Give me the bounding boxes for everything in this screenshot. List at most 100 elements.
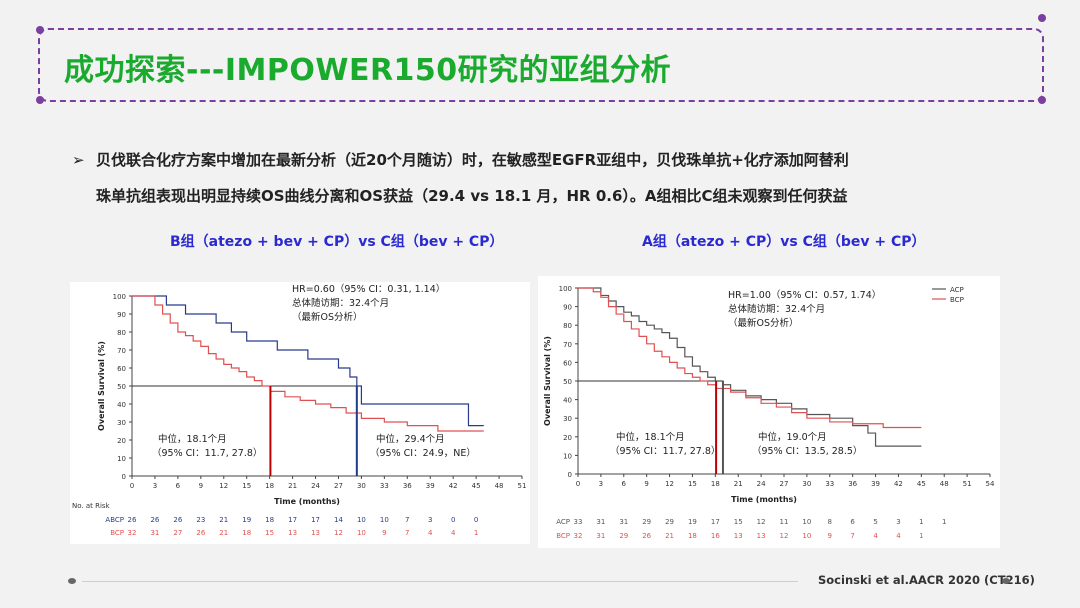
- frame-corner-dot: [1038, 96, 1046, 104]
- y-tick-label: 50: [563, 378, 572, 386]
- risk-cell: 16: [711, 532, 720, 540]
- x-tick-label: 15: [242, 482, 251, 490]
- risk-cell: 19: [242, 516, 251, 524]
- risk-cell: 21: [665, 532, 674, 540]
- x-tick-label: 45: [917, 480, 926, 488]
- risk-cell: 9: [382, 529, 386, 537]
- risk-cell: 12: [334, 529, 343, 537]
- frame-corner-dot: [1038, 14, 1046, 22]
- frame-corner-dot: [36, 26, 44, 34]
- x-tick-label: 9: [644, 480, 648, 488]
- risk-cell: 31: [596, 532, 605, 540]
- risk-cell: 17: [711, 518, 720, 526]
- x-tick-label: 24: [757, 480, 766, 488]
- y-tick-label: 50: [117, 383, 126, 391]
- y-tick-label: 70: [117, 347, 126, 355]
- risk-cell: 29: [665, 518, 674, 526]
- y-tick-label: 40: [563, 397, 572, 405]
- y-tick-label: 100: [113, 293, 126, 301]
- median-label: （95% CI：13.5, 28.5）: [752, 445, 862, 457]
- risk-cell: 29: [642, 518, 651, 526]
- risk-cell: 31: [150, 529, 159, 537]
- x-tick-label: 3: [599, 480, 603, 488]
- risk-cell: 32: [574, 532, 583, 540]
- risk-cell: 1: [919, 532, 923, 540]
- x-tick-label: 6: [622, 480, 627, 488]
- x-tick-label: 30: [357, 482, 366, 490]
- x-tick-label: 12: [219, 482, 228, 490]
- risk-cell: 10: [357, 516, 366, 524]
- frame-corner-dot: [36, 96, 44, 104]
- median-label: 中位，18.1个月: [616, 431, 685, 443]
- risk-table-label: No. at Risk: [72, 502, 111, 510]
- y-tick-label: 0: [122, 473, 126, 481]
- x-tick-label: 45: [472, 482, 481, 490]
- risk-cell: 14: [334, 516, 343, 524]
- risk-cell: 9: [828, 532, 832, 540]
- x-tick-label: 21: [734, 480, 743, 488]
- risk-cell: 10: [802, 518, 811, 526]
- x-tick-label: 51: [518, 482, 527, 490]
- risk-row-name: ACP: [556, 518, 570, 526]
- y-tick-label: 80: [563, 322, 572, 330]
- y-tick-label: 90: [117, 311, 126, 319]
- y-tick-label: 90: [563, 304, 572, 312]
- risk-cell: 26: [173, 516, 182, 524]
- hr-annotation: 总体随访期：32.4个月: [292, 297, 389, 309]
- y-tick-label: 70: [563, 341, 572, 349]
- risk-cell: 3: [896, 518, 900, 526]
- chart-title-right: A组（atezo + CP）vs C组（bev + CP）: [642, 234, 926, 250]
- x-tick-label: 48: [940, 480, 949, 488]
- risk-cell: 26: [642, 532, 651, 540]
- survival-curve-bcp: [132, 295, 484, 432]
- risk-cell: 13: [757, 532, 766, 540]
- risk-cell: 21: [219, 529, 228, 537]
- risk-cell: 10: [380, 516, 389, 524]
- footer-dot-right: [1002, 578, 1010, 584]
- y-tick-label: 100: [559, 285, 572, 293]
- footer-dot-left: [68, 578, 76, 584]
- risk-cell: 27: [173, 529, 182, 537]
- risk-cell: 17: [311, 516, 320, 524]
- km-panel-right: 0 10 20 30 40 50 60 70 80 90 100 0 3 6 9 12 15 18 21 24 27 30…: [538, 276, 1000, 548]
- median-label: 中位，19.0个月: [758, 431, 827, 443]
- hr-annotation: （最新OS分析）: [292, 311, 363, 323]
- x-tick-label: 36: [403, 482, 412, 490]
- risk-cell: 7: [405, 516, 409, 524]
- bullet-text-line-1: 贝伐联合化疗方案中增加在最新分析（近20个月随访）时，在敏感型EGFR亚组中，贝…: [96, 151, 849, 169]
- survival-curve-abcp: [132, 295, 484, 427]
- x-tick-label: 9: [199, 482, 203, 490]
- risk-cell: 12: [780, 532, 789, 540]
- y-tick-label: 80: [117, 329, 126, 337]
- x-tick-label: 0: [130, 482, 134, 490]
- y-tick-label: 40: [117, 401, 126, 409]
- risk-cell: 23: [196, 516, 205, 524]
- median-label: （95% CI：11.7, 27.8）: [610, 445, 720, 457]
- risk-cell: 26: [150, 516, 159, 524]
- median-label: （95% CI：24.9，NE）: [370, 447, 476, 459]
- risk-cell: 0: [474, 516, 478, 524]
- x-tick-label: 18: [265, 482, 274, 490]
- risk-cell: 26: [128, 516, 137, 524]
- y-tick-label: 20: [117, 437, 126, 445]
- x-axis-label: Time (months): [731, 495, 797, 504]
- risk-cell: 26: [196, 529, 205, 537]
- x-tick-label: 12: [665, 480, 674, 488]
- risk-cell: 15: [265, 529, 274, 537]
- risk-row-name: BCP: [556, 532, 570, 540]
- risk-cell: 18: [265, 516, 274, 524]
- x-tick-label: 24: [311, 482, 320, 490]
- hr-annotation: HR=1.00（95% CI：0.57, 1.74）: [728, 289, 881, 301]
- x-tick-label: 30: [802, 480, 811, 488]
- x-tick-label: 21: [288, 482, 297, 490]
- risk-cell: 1: [942, 518, 946, 526]
- median-label: （95% CI：11.7, 27.8）: [152, 447, 262, 459]
- x-tick-label: 39: [871, 480, 880, 488]
- risk-cell: 11: [780, 518, 789, 526]
- median-label: 中位，29.4个月: [376, 433, 445, 445]
- risk-cell: 33: [574, 518, 583, 526]
- legend-entry: BCP: [950, 296, 964, 304]
- y-tick-label: 10: [117, 455, 126, 463]
